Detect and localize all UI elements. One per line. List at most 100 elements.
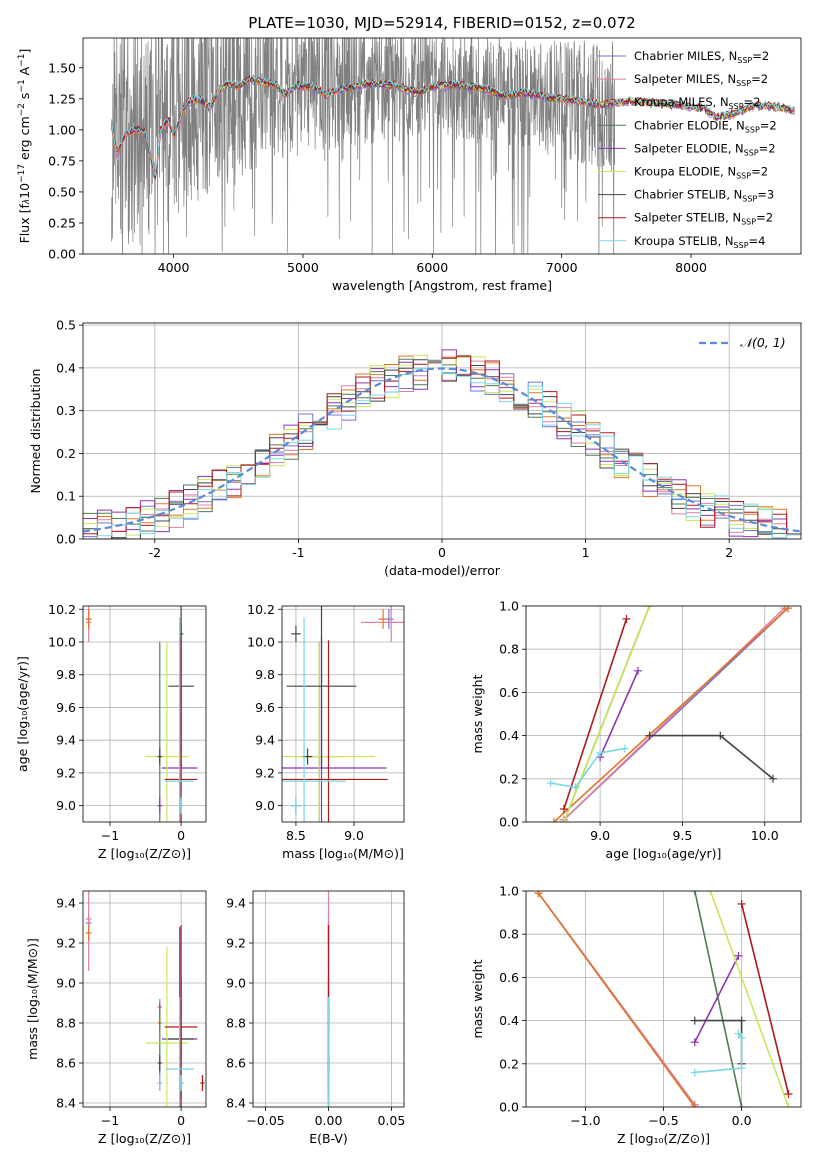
legend-name: Chabrier STELIB, N xyxy=(634,188,742,202)
x-tick-label: 0 xyxy=(177,828,185,843)
x-axis-label: Z [log₁₀(Z/Z⊙)] xyxy=(98,846,191,861)
y-tick-label: 0.4 xyxy=(499,1013,519,1028)
x-tick-label: −1 xyxy=(101,1113,119,1128)
label-part: A xyxy=(17,66,32,79)
age-vs-metallicity-panel: −1 0 9.0 9.2 9.4 9.6 9.8 10.0 10.2 Z [log₁₀(Z/Z⊙)… xyxy=(15,602,207,861)
x-tick-label: 8000 xyxy=(675,260,707,275)
observed-spectrum-line xyxy=(111,38,616,254)
x-tick-label: 1 xyxy=(582,545,590,560)
legend-entry: 𝒩(0, 1) xyxy=(740,335,786,350)
label-part: −1 xyxy=(17,54,27,67)
axes-box xyxy=(82,605,207,823)
legend-entry: Salpeter MILES, NSSP=2 xyxy=(634,72,768,88)
x-tick-label: 9.0 xyxy=(344,828,364,843)
x-axis-label: wavelength [Angstrom, rest frame] xyxy=(332,278,552,293)
label-part: s xyxy=(17,93,32,104)
legend-subscript: SSP xyxy=(742,195,757,204)
model-spectrum-line xyxy=(111,75,795,176)
legend-name: Salpeter STELIB, N xyxy=(634,211,741,225)
x-tick-label: -1 xyxy=(292,545,304,560)
label-part: λ xyxy=(22,199,32,205)
legend-suffix: =2 xyxy=(759,141,776,155)
label-part: erg cm xyxy=(17,116,32,164)
x-tick-label: 8.5 xyxy=(286,828,306,843)
y-tick-label: 9.0 xyxy=(255,798,275,813)
y-tick-label: 9.2 xyxy=(56,765,76,780)
legend-entry: Salpeter STELIB, NSSP=2 xyxy=(634,211,773,227)
x-tick-label: 10.0 xyxy=(751,828,779,843)
mass-vs-extinction-panel: −0.05 0.00 0.05 8.4 8.6 8.8 9.0 9.2 9.4 E(B-V) xyxy=(226,890,405,1146)
axes-box xyxy=(281,605,405,823)
y-tick-label: 0.8 xyxy=(499,642,519,657)
axes-frame: −0.05 0.00 0.05 8.4 8.6 8.8 9.0 9.2 9.4 E(B-V) xyxy=(226,890,405,1146)
x-tick-label: 0 xyxy=(177,1113,185,1128)
y-tick-label: 0.4 xyxy=(499,728,519,743)
legend-suffix: =2 xyxy=(751,72,768,86)
y-tick-label: 0.4 xyxy=(56,360,76,375)
label-part: Flux [f xyxy=(17,204,32,244)
legend-subscript: SSP xyxy=(736,79,751,88)
legend-entry: Kroupa ELODIE, NSSP=2 xyxy=(634,165,768,181)
y-tick-label: 1.00 xyxy=(48,122,76,137)
y-tick-label: 1.0 xyxy=(499,884,519,899)
weight-line xyxy=(599,670,639,758)
plot-area xyxy=(534,891,793,1107)
y-tick-label: 0.1 xyxy=(56,489,76,504)
figure-title: PLATE=1030, MJD=52914, FIBERID=0152, z=0… xyxy=(248,14,635,32)
y-tick-label: 0.0 xyxy=(499,815,519,830)
legend-entry: Chabrier ELODIE, NSSP=2 xyxy=(634,118,777,134)
x-tick-label: −1 xyxy=(101,828,119,843)
label-part: −1 xyxy=(17,79,27,92)
x-tick-label: 0 xyxy=(438,545,446,560)
y-tick-label: 9.4 xyxy=(255,733,275,748)
y-tick-label: 8.4 xyxy=(226,1096,246,1111)
legend-subscript: SSP xyxy=(741,218,756,227)
legend-suffix: =2 xyxy=(751,165,768,179)
age-vs-mass-panel: 8.5 9.0 9.0 9.2 9.4 9.6 9.8 10.0 10.2 mass [log₁₀… xyxy=(247,602,405,861)
label-part: −17 xyxy=(17,164,27,183)
y-tick-label: 8.8 xyxy=(226,1016,246,1031)
x-tick-label: 9.0 xyxy=(590,828,610,843)
x-axis-label: age [log₁₀(age/yr)] xyxy=(606,846,722,861)
y-tick-label: 9.0 xyxy=(226,976,246,991)
y-tick-label: 1.25 xyxy=(48,91,76,106)
axes-frame: 9.0 9.5 10.0 0.0 0.2 0.4 0.6 0.8 1.0 age [log₁₀(a… xyxy=(470,599,802,861)
axes-frame: 4000 5000 6000 7000 8000 0.00 0.25 0.50 0.75 1.00… xyxy=(17,37,802,293)
histogram-step-line xyxy=(83,356,801,539)
y-tick-label: 0.6 xyxy=(499,970,519,985)
weight-line xyxy=(550,747,625,789)
legend-entry: Chabrier MILES, NSSP=2 xyxy=(634,49,769,65)
x-tick-label: 2 xyxy=(725,545,733,560)
y-tick-label: 0.0 xyxy=(499,1100,519,1115)
legend-suffix: =2 xyxy=(756,211,773,225)
axes-frame: 8.5 9.0 9.0 9.2 9.4 9.6 9.8 10.0 10.2 mass [log₁₀… xyxy=(247,602,405,861)
legend-suffix: =2 xyxy=(752,49,769,63)
y-tick-label: 0.5 xyxy=(56,318,76,333)
y-tick-label: 9.0 xyxy=(56,976,76,991)
x-axis-label: (data-model)/error xyxy=(384,563,501,578)
model-spectrum-line xyxy=(111,74,795,175)
axes-box xyxy=(82,890,207,1108)
y-tick-label: 9.2 xyxy=(56,936,76,951)
x-tick-label: -2 xyxy=(149,545,161,560)
legend-name: Salpeter MILES, N xyxy=(634,72,736,86)
y-tick-label: 9.4 xyxy=(56,733,76,748)
y-tick-label: 0.2 xyxy=(56,446,76,461)
axes-box xyxy=(82,37,802,255)
y-tick-label: 9.2 xyxy=(226,936,246,951)
plot-area xyxy=(282,606,404,822)
y-tick-label: 9.4 xyxy=(226,896,246,911)
legend-subscript: SSP xyxy=(736,172,751,181)
plot-area xyxy=(111,38,795,254)
legend-entry: Salpeter ELODIE, NSSP=2 xyxy=(634,141,776,157)
y-tick-label: 0.6 xyxy=(499,685,519,700)
axes-frame: −1 0 8.4 8.6 8.8 9.0 9.2 9.4 Z [log₁₀(Z/Z⊙)] mass… xyxy=(25,890,207,1146)
weight-line xyxy=(563,618,628,810)
y-axis-label: Normed distribution xyxy=(28,369,43,494)
axes-box xyxy=(525,605,802,823)
y-tick-label: 0.8 xyxy=(499,927,519,942)
x-tick-label: 4000 xyxy=(158,260,190,275)
y-axis-label: Flux [fλ10−17 erg cm−2 s−1 A−1] xyxy=(17,49,32,244)
weight-line xyxy=(694,891,743,1107)
x-tick-label: −1.0 xyxy=(570,1113,600,1128)
